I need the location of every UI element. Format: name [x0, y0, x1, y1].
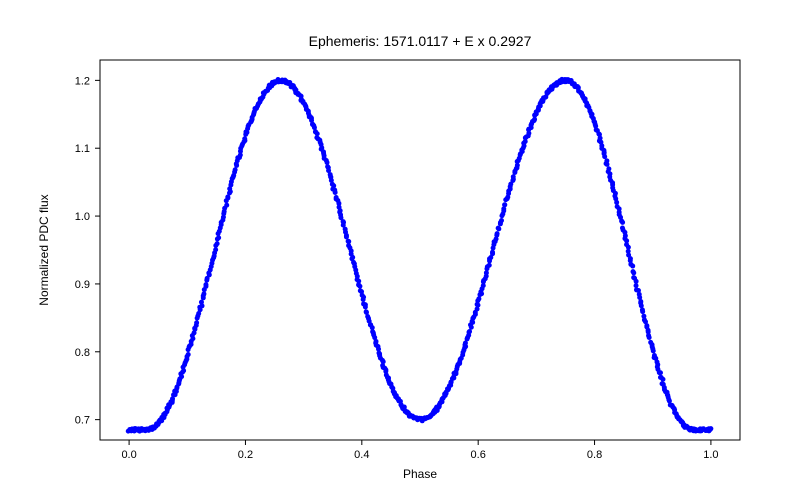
data-point — [658, 370, 663, 375]
data-point — [199, 300, 204, 305]
data-point — [660, 377, 665, 382]
data-point — [333, 190, 338, 195]
x-tick-label: 0.2 — [238, 449, 253, 461]
data-point — [708, 426, 713, 431]
data-point — [224, 203, 229, 208]
x-tick-label: 0.8 — [587, 449, 602, 461]
data-point — [634, 279, 639, 284]
y-tick-label: 0.8 — [75, 347, 90, 359]
data-point — [242, 136, 247, 141]
data-point — [203, 282, 208, 287]
data-point — [344, 234, 349, 239]
y-tick-label: 0.9 — [75, 279, 90, 291]
data-point — [495, 231, 500, 236]
data-point — [476, 296, 481, 301]
data-point — [651, 348, 656, 353]
data-point — [186, 352, 191, 357]
x-tick-label: 0.0 — [121, 449, 136, 461]
data-point — [194, 320, 199, 325]
data-point — [620, 220, 625, 225]
data-point — [630, 264, 635, 269]
x-tick-label: 1.0 — [703, 449, 718, 461]
data-point — [201, 291, 206, 296]
data-point — [605, 162, 610, 167]
data-point — [496, 226, 501, 231]
y-axis-label: Normalized PDC flux — [37, 194, 51, 305]
data-point — [487, 263, 492, 268]
y-tick-label: 1.0 — [75, 211, 90, 223]
data-point — [634, 283, 639, 288]
light-curve-chart: 0.0 0.2 0.4 0.6 0.8 1.0 0.7 0.8 0.9 1.0 1.1 1.2 Phas… — [0, 0, 800, 500]
data-point — [631, 270, 636, 275]
chart-container: 0.0 0.2 0.4 0.6 0.8 1.0 0.7 0.8 0.9 1.0 1.1 1.2 Phas… — [0, 0, 800, 500]
data-point — [499, 218, 504, 223]
x-tick-label: 0.6 — [471, 449, 486, 461]
x-axis-label: Phase — [403, 467, 437, 481]
data-point — [357, 284, 362, 289]
data-point — [467, 329, 472, 334]
data-point — [233, 167, 238, 172]
data-point — [215, 241, 220, 246]
data-point — [647, 335, 652, 340]
plot-area — [100, 60, 740, 440]
chart-title: Ephemeris: 1571.0117 + E x 0.2927 — [309, 33, 532, 49]
y-tick-label: 1.1 — [75, 143, 90, 155]
x-tick-label: 0.4 — [354, 449, 369, 461]
y-tick-label: 0.7 — [75, 415, 90, 427]
data-point — [361, 297, 366, 302]
data-point — [511, 174, 516, 179]
data-point — [502, 202, 507, 207]
data-point — [640, 309, 645, 314]
y-tick-label: 1.2 — [75, 75, 90, 87]
data-point — [363, 305, 368, 310]
